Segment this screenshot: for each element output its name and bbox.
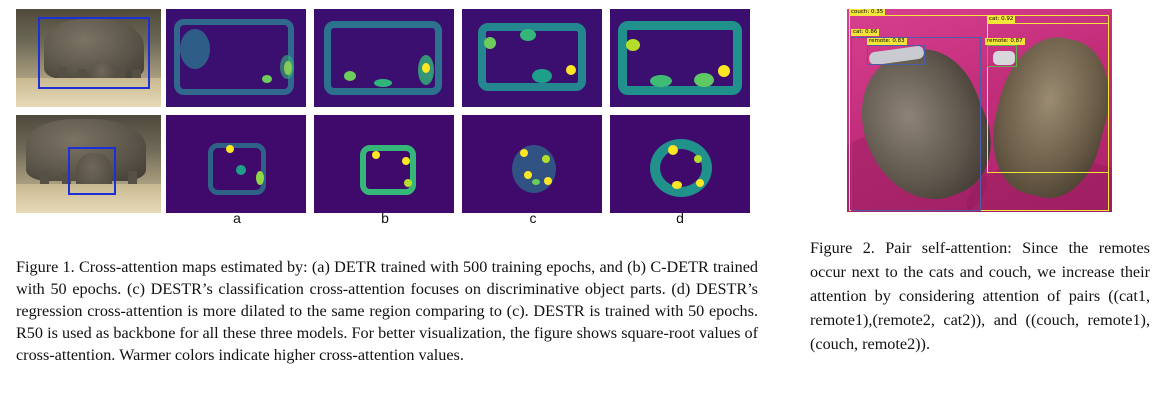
elephant-photo-row2: [16, 115, 161, 213]
cats-on-couch-photo: couch: 0.35 cat: 0.92 cat: 0.86 remote: …: [847, 9, 1112, 212]
column-label-d: d: [676, 210, 684, 226]
attention-map-d-row2: [610, 115, 750, 213]
elephant-photo-row1: [16, 9, 161, 107]
detection-tag-cat2: cat: 0.92: [987, 16, 1016, 23]
remote2-bbox: [987, 45, 1017, 67]
cat1-bbox: [851, 37, 981, 211]
attention-map-d-row1: [610, 9, 750, 107]
attention-map-a-row1: [166, 9, 306, 107]
detection-box: [68, 147, 116, 195]
column-label-c: c: [529, 210, 537, 226]
detection-tag-remote2: remote: 0.87: [985, 38, 1025, 45]
figure-2-caption: Figure 2. Pair self-attention: Since the…: [810, 239, 1150, 353]
detection-tag-cat1: cat: 0.86: [851, 29, 880, 36]
detection-box: [38, 17, 150, 89]
figure-2: couch: 0.35 cat: 0.92 cat: 0.86 remote: …: [800, 0, 1168, 413]
column-label-a: a: [233, 210, 241, 226]
column-label-b: b: [381, 210, 389, 226]
remote1-bbox: [867, 45, 925, 65]
figure-1: a b c d Figure 1. Cross-attention maps e…: [16, 9, 758, 364]
detection-tag-remote1: remote: 0.83: [867, 38, 907, 45]
attention-map-b-row1: [314, 9, 454, 107]
attention-map-c-row1: [462, 9, 602, 107]
cat2-bbox: [987, 23, 1109, 173]
attention-map-b-row2: [314, 115, 454, 213]
attention-map-c-row2: [462, 115, 602, 213]
attention-map-a-row2: [166, 115, 306, 213]
figure-1-caption: Figure 1. Cross-attention maps estimated…: [16, 258, 758, 364]
detection-tag-couch: couch: 0.35: [849, 9, 886, 16]
